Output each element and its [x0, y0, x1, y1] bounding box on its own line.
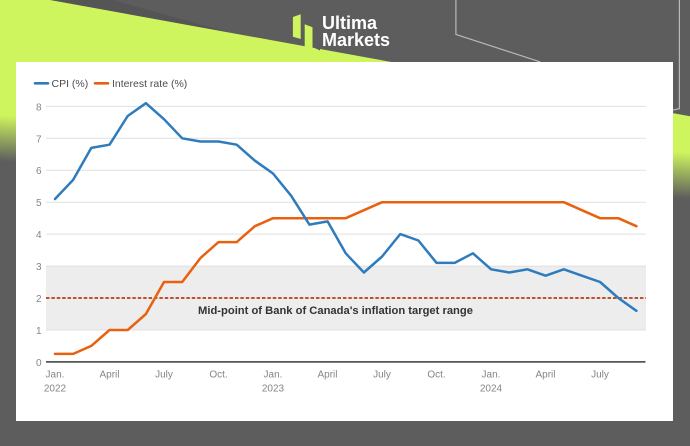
svg-text:July: July: [373, 370, 391, 381]
svg-text:4: 4: [36, 230, 42, 241]
svg-text:Jan.: Jan.: [46, 370, 65, 381]
svg-text:Jan.: Jan.: [264, 370, 283, 381]
svg-text:5: 5: [36, 198, 42, 209]
svg-text:2023: 2023: [262, 384, 285, 395]
svg-text:7: 7: [36, 134, 42, 145]
svg-text:July: July: [591, 370, 609, 381]
svg-text:1: 1: [36, 326, 42, 337]
svg-text:Mid-point of Bank of Canada's: Mid-point of Bank of Canada's inflation …: [198, 305, 473, 317]
svg-text:3: 3: [36, 262, 42, 273]
svg-text:2: 2: [36, 294, 42, 305]
svg-text:July: July: [155, 370, 173, 381]
svg-text:Interest rate (%): Interest rate (%): [112, 78, 187, 90]
svg-text:Oct.: Oct.: [427, 370, 445, 381]
svg-text:April: April: [535, 370, 555, 381]
svg-text:Oct.: Oct.: [209, 370, 227, 381]
svg-text:2022: 2022: [44, 384, 67, 395]
svg-text:April: April: [99, 370, 119, 381]
svg-text:Jan.: Jan.: [482, 370, 501, 381]
svg-text:0: 0: [36, 358, 42, 369]
svg-text:April: April: [317, 370, 337, 381]
svg-text:CPI (%): CPI (%): [52, 78, 89, 90]
svg-text:2024: 2024: [480, 384, 503, 395]
svg-text:6: 6: [36, 166, 42, 177]
svg-text:8: 8: [36, 102, 42, 113]
